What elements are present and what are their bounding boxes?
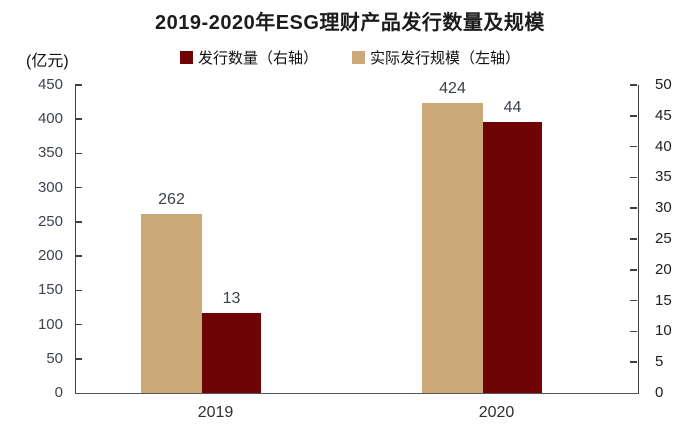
plot-area [75,85,639,394]
left-axis-tick-label: 50 [46,349,63,367]
left-axis-tick-label: 450 [37,76,63,93]
legend-label: 实际发行规模（左轴） [370,50,521,67]
bar-2020-series1 [483,122,542,393]
right-axis-tick-label: 15 [655,291,672,309]
right-axis-tick-label: 35 [655,168,672,186]
left-axis-tick [75,84,82,86]
left-axis-tick [75,323,82,326]
legend-item-0: 发行数量（右轴） [179,47,318,68]
bar-2020-series0 [422,103,483,393]
bar-2019-series0 [141,214,202,393]
x-axis-category-label: 2019 [197,404,234,421]
left-axis-tick-label: 300 [37,178,63,196]
right-axis-tick-label: 20 [655,260,672,278]
left-axis-tick-label: 200 [37,247,63,265]
legend-swatch-icon [352,51,365,64]
left-axis-tick-label: 350 [37,144,63,162]
right-axis-tick-label: 45 [655,106,672,124]
left-axis-tick [75,152,82,155]
right-axis-tick [630,84,637,86]
left-axis-tick-label: 0 [54,384,63,401]
legend-item-1: 实际发行规模（左轴） [352,47,520,68]
right-axis-tick-label: 30 [655,199,672,217]
bar-value-label: 44 [503,99,522,116]
right-axis-tick [630,207,637,209]
left-axis-tick-label: 250 [37,212,63,230]
left-axis-tick [75,358,82,360]
right-axis-tick [630,361,637,363]
right-axis-tick [630,330,637,333]
chart-title: 2019-2020年ESG理财产品发行数量及规模 [155,12,545,34]
right-axis-tick-label: 40 [655,137,672,155]
legend: 发行数量（右轴） 实际发行规模（左轴） [0,47,700,68]
right-axis-tick-label: 25 [655,230,672,247]
left-axis-unit-label: (亿元) [26,53,69,70]
left-axis-tick-label: 100 [37,315,63,333]
right-axis-tick [630,115,637,117]
legend-label: 发行数量（右轴） [197,50,318,67]
right-axis-tick-label: 50 [655,76,672,93]
right-axis-tick-label: 0 [655,384,664,401]
right-axis-tick [630,269,637,271]
left-axis-tick-label: 400 [37,110,63,128]
right-axis-tick-label: 10 [655,322,672,340]
right-axis-tick [630,145,637,148]
bar-2019-series1 [202,313,261,393]
left-axis-tick [75,255,82,257]
legend-swatch-icon [179,51,193,64]
bar-value-label: 262 [158,191,185,208]
bar-value-label: 424 [439,80,466,97]
right-axis-tick [630,238,637,240]
right-axis-tick-label: 5 [655,353,664,371]
right-axis-tick [630,299,637,302]
left-axis-tick [75,186,82,189]
right-axis-tick [630,176,637,179]
bar-value-label: 13 [222,290,241,307]
left-axis-tick [75,118,82,120]
left-axis-tick [75,221,82,223]
left-axis-tick-label: 150 [37,281,63,299]
left-axis-tick [75,289,82,292]
x-axis-category-label: 2020 [478,404,515,421]
